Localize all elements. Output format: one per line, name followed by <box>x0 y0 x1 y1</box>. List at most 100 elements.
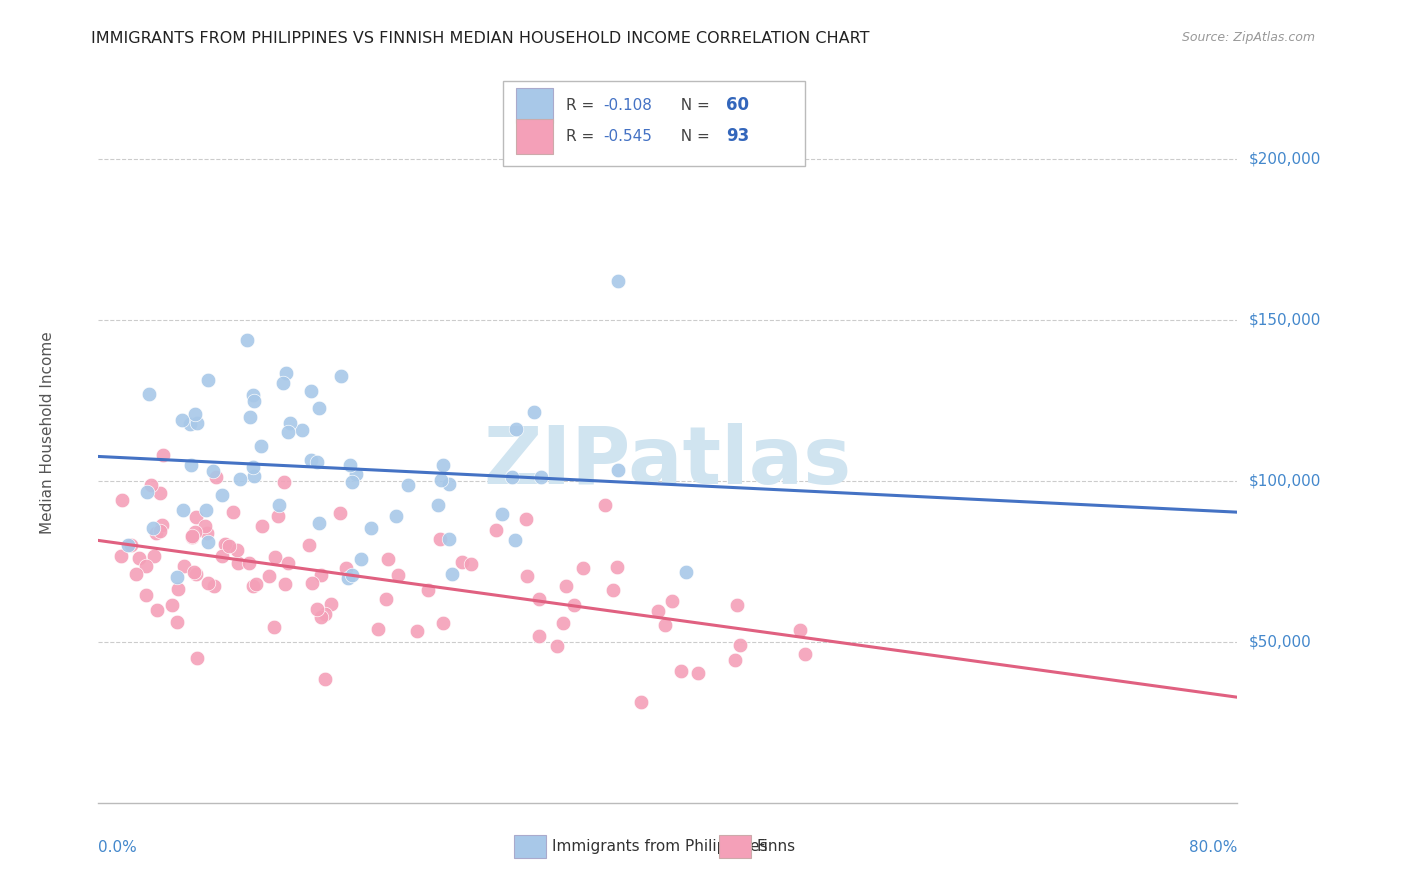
Text: R =: R = <box>567 98 599 113</box>
FancyBboxPatch shape <box>515 835 546 858</box>
Point <box>186 416 208 430</box>
Point <box>142 549 165 563</box>
Point <box>460 558 482 572</box>
Point <box>330 368 353 383</box>
Point <box>184 408 207 422</box>
Point <box>554 579 576 593</box>
Text: ZIPatlas: ZIPatlas <box>484 423 852 501</box>
Point <box>516 569 538 583</box>
Point <box>301 575 323 590</box>
Point <box>485 524 508 538</box>
Point <box>441 566 464 581</box>
Point <box>180 458 202 472</box>
Point <box>339 458 361 472</box>
Point <box>529 592 551 607</box>
Point <box>606 559 628 574</box>
Point <box>226 542 249 557</box>
Point <box>437 532 460 546</box>
FancyBboxPatch shape <box>503 81 804 166</box>
Point <box>793 647 815 661</box>
Point <box>546 639 568 653</box>
Point <box>142 521 165 535</box>
Text: 60: 60 <box>725 96 749 114</box>
Point <box>515 512 537 526</box>
Point <box>299 453 322 467</box>
Point <box>167 582 190 597</box>
Point <box>319 597 342 611</box>
Point <box>149 486 172 500</box>
Point <box>166 615 188 629</box>
Point <box>195 525 218 540</box>
Point <box>267 509 290 524</box>
Point <box>602 583 624 598</box>
Point <box>278 416 301 430</box>
Point <box>263 549 285 564</box>
Point <box>308 401 330 415</box>
Text: $200,000: $200,000 <box>1249 152 1320 167</box>
Point <box>180 529 202 543</box>
Point <box>211 488 233 502</box>
Point <box>277 425 299 439</box>
Point <box>201 464 224 478</box>
Point <box>335 561 357 575</box>
Point <box>242 460 264 475</box>
Point <box>675 566 697 580</box>
Point <box>503 533 526 547</box>
Point <box>723 653 745 667</box>
Point <box>299 384 322 398</box>
Point <box>276 366 298 380</box>
Text: $100,000: $100,000 <box>1249 474 1320 489</box>
Point <box>135 558 157 573</box>
Point <box>172 412 194 426</box>
Text: Finns: Finns <box>756 839 796 854</box>
Point <box>314 607 336 622</box>
Point <box>630 695 652 709</box>
Point <box>553 616 575 631</box>
Point <box>145 526 167 541</box>
Point <box>184 509 207 524</box>
Text: N =: N = <box>671 98 714 113</box>
Point <box>139 478 162 492</box>
Point <box>277 556 299 570</box>
Point <box>572 561 595 575</box>
Point <box>197 534 219 549</box>
Point <box>229 472 252 486</box>
Point <box>375 591 398 606</box>
Point <box>350 552 373 566</box>
Text: Median Household Income: Median Household Income <box>39 331 55 534</box>
Point <box>432 615 454 630</box>
Point <box>385 508 408 523</box>
Point <box>117 538 139 552</box>
FancyBboxPatch shape <box>516 87 553 123</box>
Point <box>661 594 683 608</box>
Point <box>173 558 195 573</box>
Point <box>530 470 553 484</box>
Point <box>194 503 217 517</box>
Point <box>181 530 204 544</box>
Point <box>120 538 142 552</box>
Point <box>242 579 264 593</box>
Point <box>215 538 238 552</box>
Point <box>186 566 208 581</box>
Point <box>593 499 616 513</box>
Point <box>405 624 427 638</box>
Point <box>125 566 148 581</box>
Point <box>274 577 297 591</box>
Point <box>527 629 550 643</box>
Point <box>432 458 454 473</box>
Point <box>205 469 228 483</box>
Point <box>307 455 329 469</box>
FancyBboxPatch shape <box>718 835 751 858</box>
Point <box>152 517 174 532</box>
Text: -0.545: -0.545 <box>603 129 652 144</box>
Text: 80.0%: 80.0% <box>1189 840 1237 855</box>
Point <box>523 405 546 419</box>
Point <box>273 376 295 391</box>
Point <box>654 618 676 632</box>
Point <box>197 373 219 387</box>
Point <box>218 539 240 553</box>
Point <box>263 620 285 634</box>
Text: Immigrants from Philippines: Immigrants from Philippines <box>551 839 768 854</box>
Point <box>336 571 359 585</box>
Text: Source: ZipAtlas.com: Source: ZipAtlas.com <box>1181 31 1315 45</box>
